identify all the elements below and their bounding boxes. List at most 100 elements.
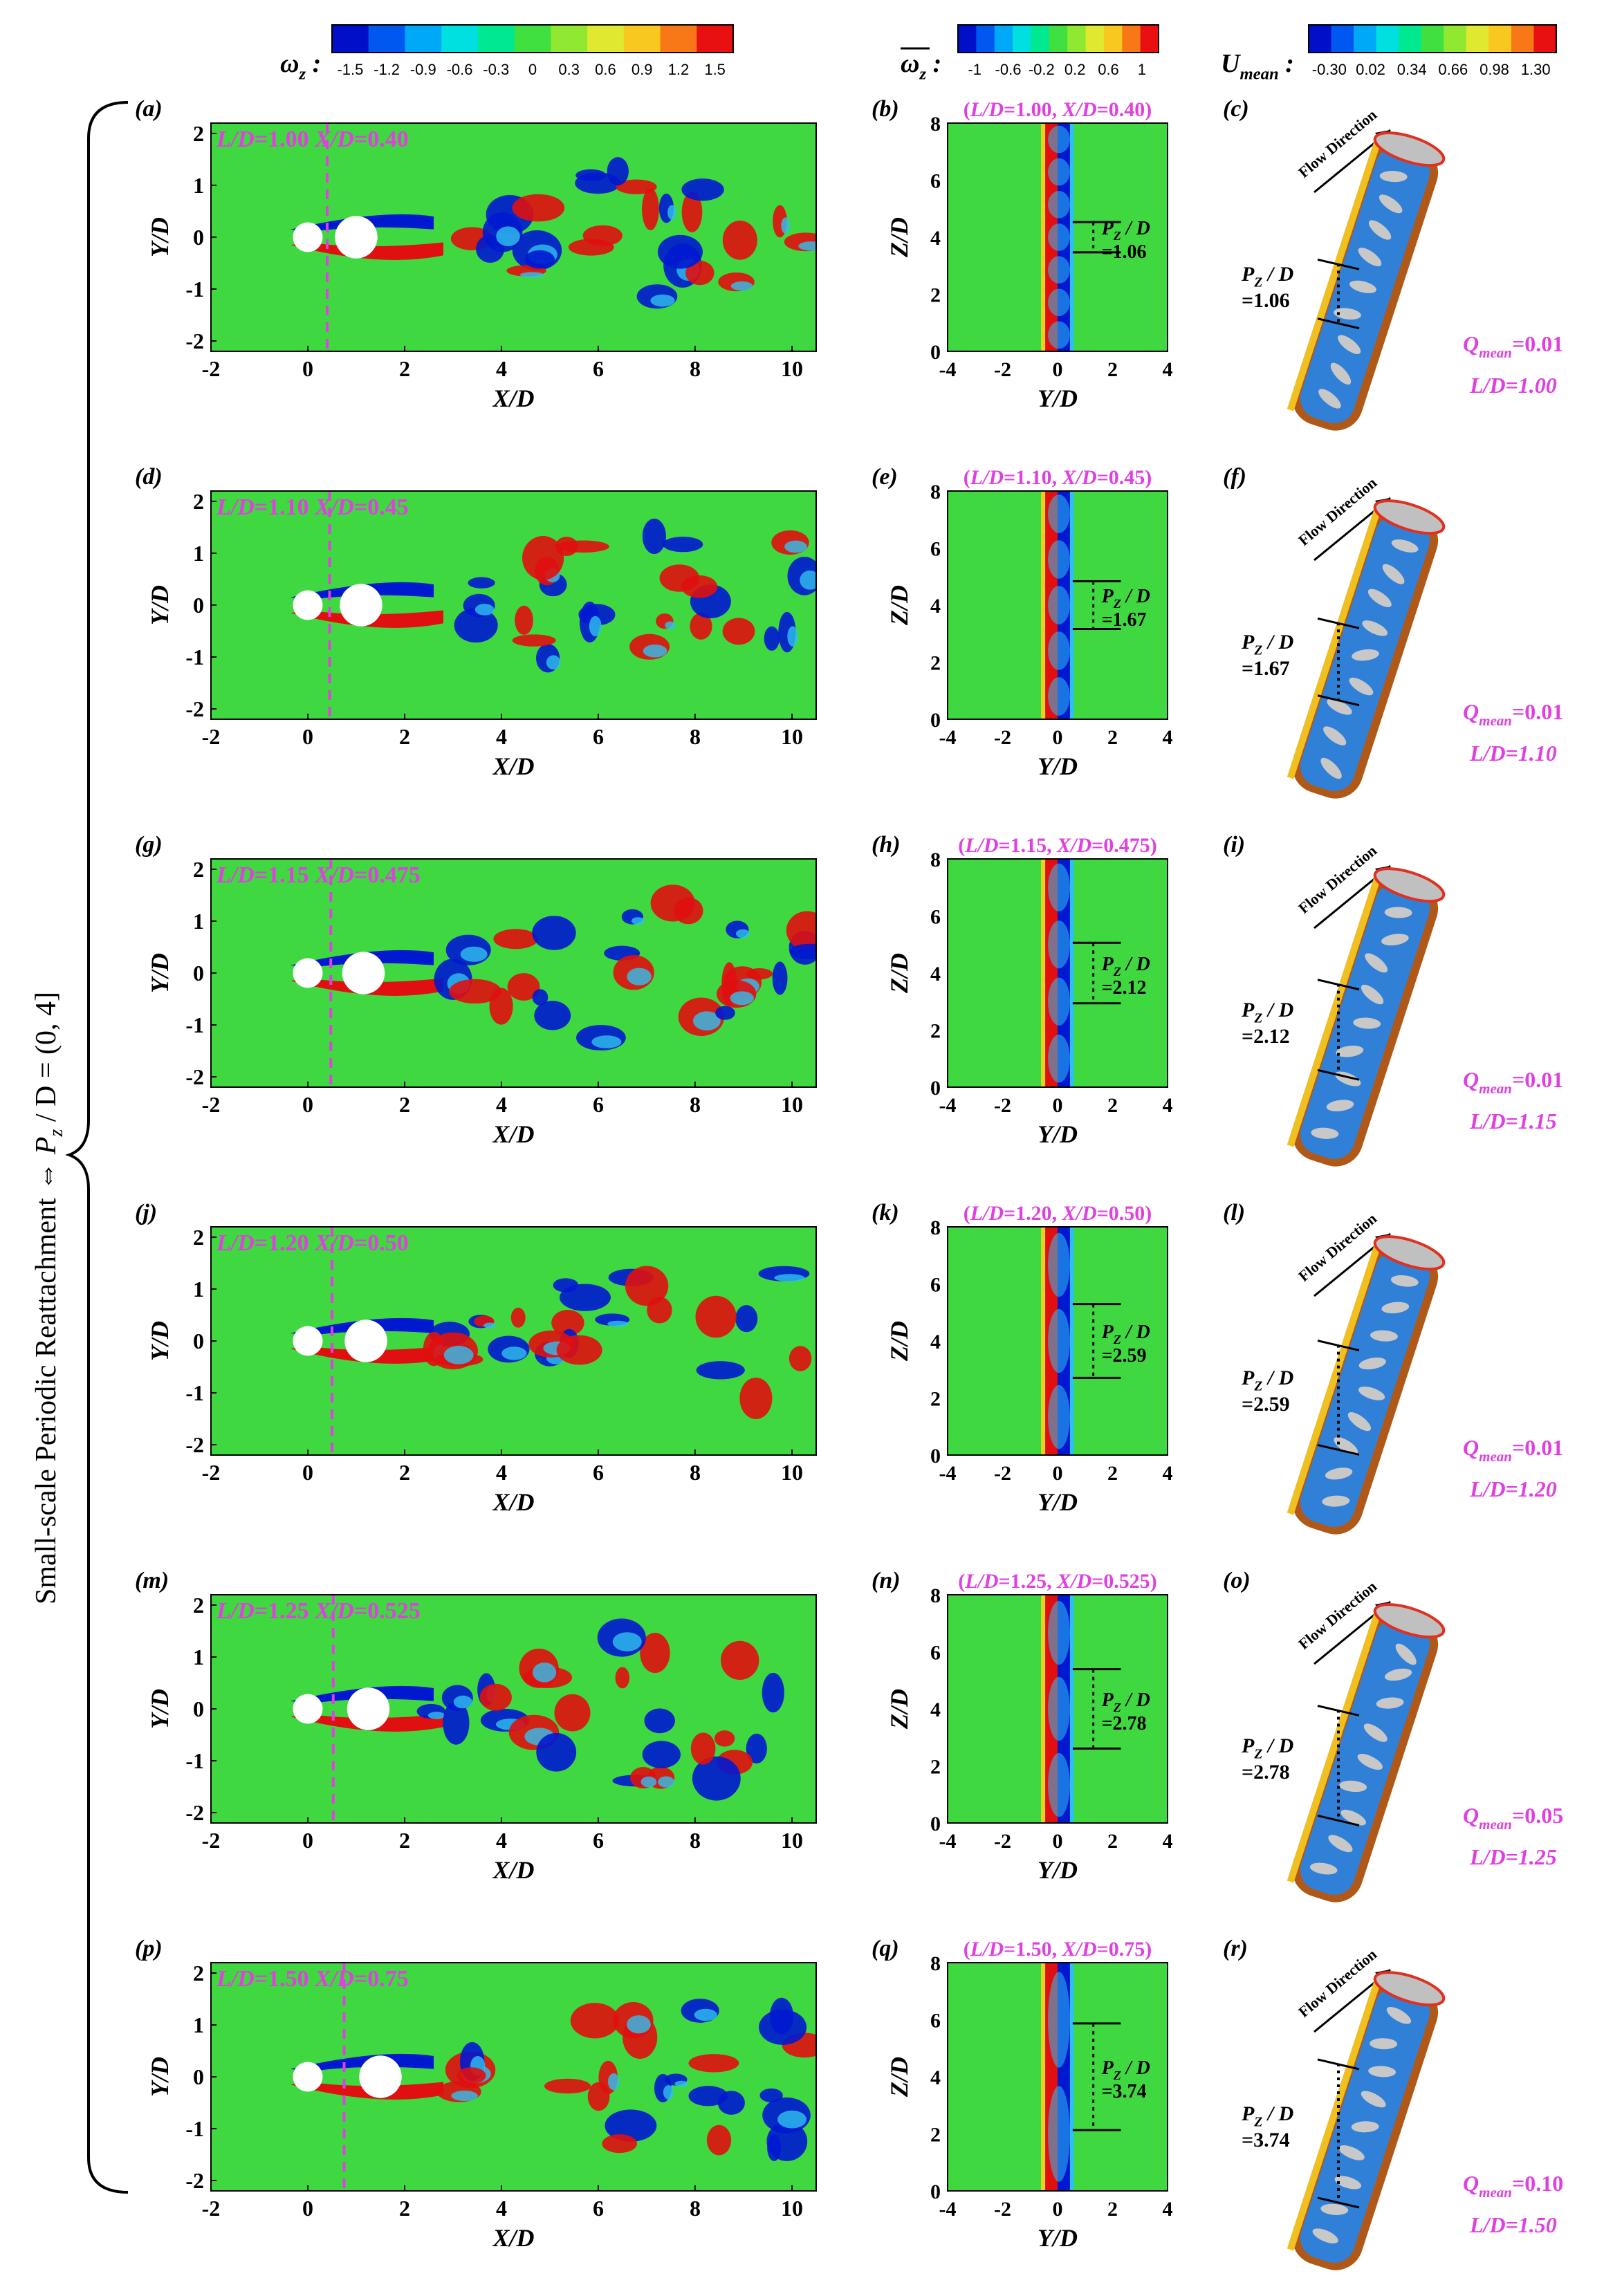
period-label-rest: / D — [1262, 1367, 1293, 1389]
y-tick-label: 2 — [930, 1020, 941, 1043]
y-tick-label: 8 — [930, 849, 941, 871]
x-tick-label: 8 — [690, 1460, 701, 1485]
q-mean-symbol: Q — [1463, 2171, 1479, 2196]
vortex-blob-light — [735, 929, 750, 938]
x-tick-label: 4 — [496, 2196, 507, 2221]
vorticity-field — [211, 123, 816, 351]
vortex-blob-light — [607, 1320, 629, 1327]
panel-tag: (p) — [135, 1936, 163, 1961]
mean-vorticity-panel: -4 -2 0 2 4 0 2 4 6 8 Y/D Z/D PZ / D=3.74 (L/D=1.50, … — [872, 1936, 1173, 2252]
colorbar-swatch — [1511, 25, 1534, 53]
vortex-blob — [575, 169, 607, 181]
x-tick-label: 8 — [690, 1828, 701, 1853]
period-label-rest: / D — [1262, 999, 1293, 1021]
colorbar-swatch — [994, 25, 1013, 53]
period-label: PZ / D — [1101, 586, 1150, 611]
case-ld-value: =1.10 — [255, 494, 315, 520]
tube-top-cap — [1373, 499, 1446, 535]
case-header-ld-value: =1.50, — [1004, 1938, 1062, 1961]
vortex-blob-light — [650, 294, 675, 307]
colorbar-tick-label: 0.3 — [558, 61, 580, 78]
x-tick-label: -4 — [939, 726, 957, 749]
colorbar-swatch — [551, 25, 588, 53]
case-ld-label: L/D — [216, 862, 255, 888]
x-tick-label: 0 — [302, 1460, 313, 1485]
period-label: PZ / D — [1101, 1322, 1150, 1346]
reattachment-cell — [1048, 1035, 1070, 1083]
case-xd-value: =0.475 — [354, 862, 421, 888]
x-tick-label: 0 — [302, 1828, 313, 1853]
vortex-blob — [772, 961, 788, 995]
case-header-open: ( — [964, 1938, 970, 1961]
vortex-structure — [1312, 2228, 1338, 2243]
q-mean-label: Qmean=0.01 — [1463, 1067, 1563, 1097]
vortex-blob — [663, 537, 703, 553]
case-ld-label: L/D — [216, 494, 255, 520]
case-header-xd-value: =0.50) — [1097, 1202, 1152, 1225]
colorbar-tick-label: -0.9 — [410, 61, 436, 78]
case-ld-value: =1.15 — [255, 862, 315, 888]
case-ld-value: =1.20 — [255, 1230, 315, 1256]
vortex-structure — [1370, 1330, 1398, 1342]
x-axis-label: X/D — [492, 2224, 534, 2252]
case-xd-value: =0.75 — [354, 1966, 409, 1992]
colorbar-swatch — [660, 25, 697, 53]
reattachment-cell — [1048, 1600, 1070, 1665]
vortex-blob-light — [781, 217, 790, 234]
vorticity-field — [211, 859, 816, 1087]
vortex-blob — [536, 1732, 577, 1772]
y-axis-label: Z/D — [885, 585, 913, 626]
colorbar-swatch — [1331, 25, 1354, 53]
period-label: PZ / D — [1101, 954, 1150, 979]
side-label-text: Small-scale Periodic Reattachment — [30, 1191, 62, 1604]
mean-vorticity-panel: -4 -2 0 2 4 0 2 4 6 8 Y/D Z/D PZ / D=2.59 (L/D=1.20, … — [872, 1200, 1173, 1516]
period-label-rest: / D — [1262, 2102, 1293, 2125]
vortex-structure — [1365, 953, 1388, 973]
colorbar-tick-label: -1.5 — [337, 61, 363, 78]
case-xd-label: X/D — [314, 1598, 354, 1624]
vortex-structure — [1326, 1100, 1354, 1112]
vortex-structure — [1353, 1017, 1381, 1029]
colorbar-swatch — [1354, 25, 1377, 53]
x-tick-label: 0 — [302, 724, 313, 749]
case-header-ld: L/D — [970, 1938, 1004, 1961]
bracket — [65, 101, 129, 2194]
case-ld-label: L/D=1.50 — [1469, 2212, 1557, 2237]
x-tick-label: -2 — [202, 1460, 221, 1485]
x-tick-label: 0 — [1053, 2198, 1063, 2221]
vortex-structure — [1328, 1835, 1353, 1853]
vortex-blob — [657, 234, 703, 269]
x-axis-label: X/D — [492, 1120, 534, 1148]
y-axis-label: Y/D — [146, 1689, 174, 1729]
x-tick-label: -4 — [939, 1094, 957, 1117]
panel-tag: (a) — [135, 96, 163, 122]
colorbar-title-sub: z — [298, 65, 306, 84]
case-header-ld-value: =1.00, — [1004, 98, 1062, 121]
reattachment-cell — [1048, 223, 1070, 251]
vortex-blob — [557, 540, 609, 553]
case-ld-label: L/D — [216, 127, 255, 152]
vortex-blob — [759, 2088, 783, 2102]
y-axis-label: Z/D — [885, 1689, 913, 1730]
colorbar-swatch — [1421, 25, 1444, 53]
panel-tag: (l) — [1223, 1200, 1245, 1225]
colorbar-tick-label: -0.6 — [447, 61, 473, 78]
x-tick-label: 2 — [399, 1460, 410, 1485]
case-header-xd-value: =0.40) — [1097, 98, 1152, 121]
vortex-blob-light — [443, 1346, 474, 1364]
colorbar-tick-label: 0.6 — [1098, 61, 1119, 78]
vortex-blob — [551, 1309, 584, 1336]
period-label-sub: Z — [1113, 1701, 1121, 1714]
vortex-structure — [1334, 1436, 1358, 1455]
x-tick-label: 4 — [1163, 726, 1173, 749]
y-axis-label: Y/D — [146, 217, 174, 257]
period-label-rest: / D — [1262, 631, 1293, 654]
colorbar-tick-label: -1.2 — [374, 61, 400, 78]
vortex-structure — [1376, 1697, 1404, 1709]
y-tick-label: 8 — [930, 1584, 941, 1607]
